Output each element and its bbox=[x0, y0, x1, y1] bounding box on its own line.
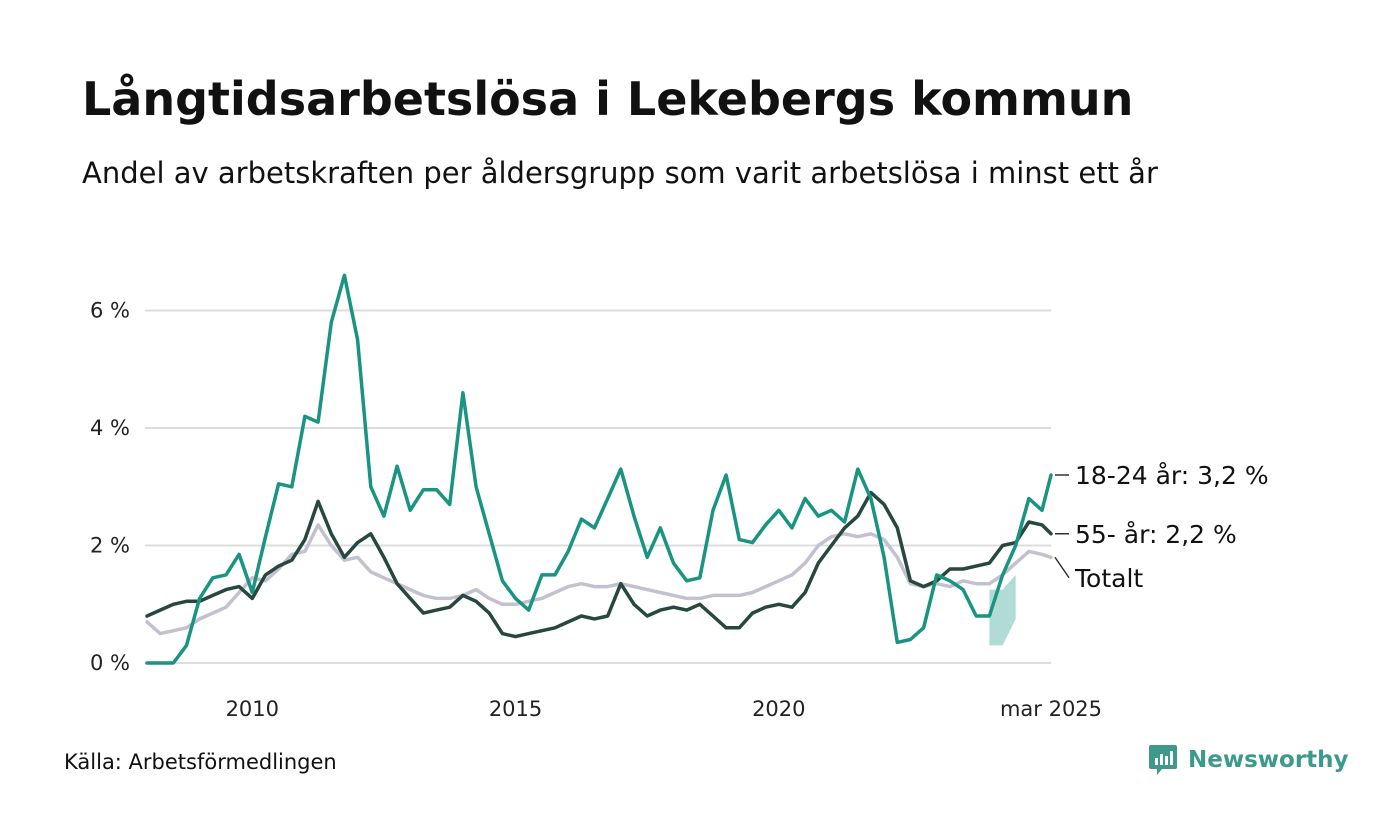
newsworthy-logo-icon bbox=[1149, 745, 1177, 775]
x-tick-label: mar 2025 bbox=[1000, 697, 1102, 721]
x-tick-label: 2015 bbox=[489, 697, 542, 721]
end-label-55-r: 55- år: 2,2 % bbox=[1075, 520, 1237, 549]
chart-title: Långtidsarbetslösa i Lekebergs kommun bbox=[82, 72, 1134, 126]
x-axis-ticks: 2010 2015 2020 mar 2025 bbox=[226, 697, 1102, 721]
brand-name: Newsworthy bbox=[1188, 747, 1349, 773]
y-tick-label: 0 % bbox=[90, 651, 130, 675]
end-labels: 18-24 år: 3,2 % 55- år: 2,2 % Totalt bbox=[1054, 461, 1269, 593]
end-label-18-24-r: 18-24 år: 3,2 % bbox=[1075, 461, 1269, 490]
grid-lines bbox=[145, 309, 1051, 664]
source-note: Källa: Arbetsförmedlingen bbox=[64, 750, 337, 774]
end-label-totalt: Totalt bbox=[1074, 564, 1143, 593]
y-tick-label: 2 % bbox=[90, 534, 130, 558]
series-line-18-24-r bbox=[145, 273, 1053, 665]
leader-line-totalt bbox=[1054, 556, 1070, 579]
y-tick-label: 6 % bbox=[90, 299, 130, 323]
band-18-24 bbox=[989, 574, 1016, 646]
y-tick-label: 4 % bbox=[90, 416, 130, 440]
y-axis-ticks: 0 % 2 % 4 % 6 % bbox=[90, 299, 130, 676]
x-tick-label: 2010 bbox=[226, 697, 279, 721]
series-line-55-r bbox=[145, 490, 1053, 639]
x-tick-label: 2020 bbox=[752, 697, 805, 721]
brand-logo: Newsworthy bbox=[1148, 743, 1349, 777]
series-lines bbox=[145, 273, 1053, 665]
line-chart: 0 % 2 % 4 % 6 % 2010 2015 2020 mar 2025 18-24 … bbox=[90, 273, 1269, 721]
uncertainty-band bbox=[989, 574, 1016, 646]
chart-subtitle: Andel av arbetskraften per åldersgrupp s… bbox=[82, 156, 1158, 190]
